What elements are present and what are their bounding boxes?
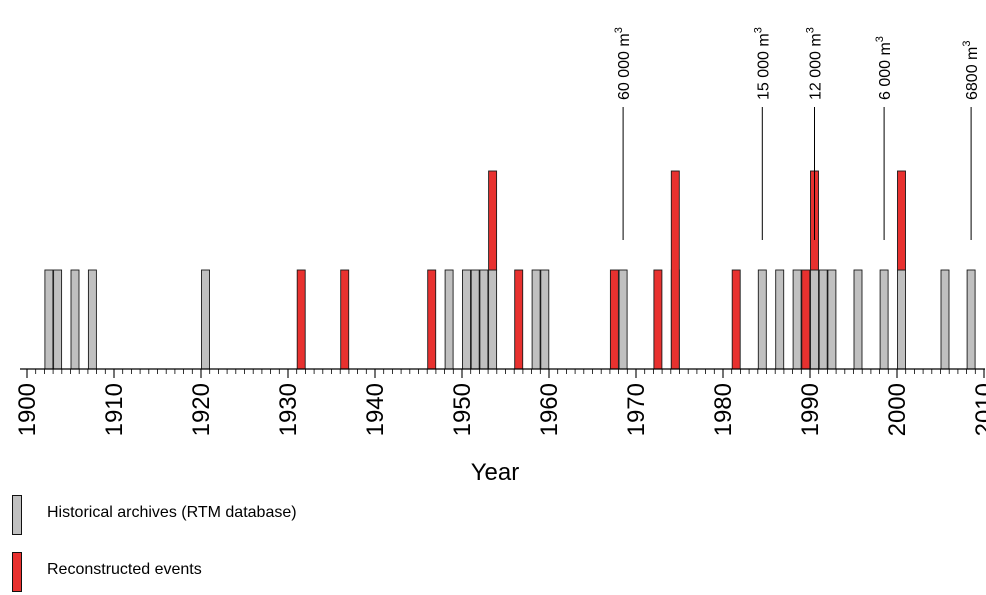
- bar-historical: [70, 269, 80, 370]
- x-tick-label: 1910: [101, 383, 128, 436]
- bar-historical: [531, 269, 541, 370]
- bar-historical: [53, 269, 63, 370]
- annotation-label: 60 000 m3: [613, 27, 633, 100]
- x-tick-label: 1950: [449, 383, 476, 436]
- x-tick-label: 1970: [623, 383, 650, 436]
- legend-swatch-red: [12, 552, 22, 592]
- bar-historical: [810, 269, 819, 370]
- bar-historical: [479, 269, 489, 370]
- bar-reconstructed: [609, 269, 619, 370]
- x-tick-label: 1940: [362, 383, 389, 436]
- x-axis-minor-ticks: [26, 369, 985, 378]
- bar-reconstructed: [514, 269, 524, 370]
- bar-reconstructed: [427, 269, 437, 370]
- bar-reconstructed: [731, 269, 741, 370]
- x-tick-label: 1990: [797, 383, 824, 436]
- bar-historical: [87, 269, 97, 370]
- annotation-label: 12 000 m3: [805, 27, 825, 100]
- bar-historical: [775, 269, 785, 370]
- bar-historical: [818, 269, 828, 370]
- bar-historical: [792, 269, 802, 370]
- bar-reconstructed: [897, 170, 906, 271]
- bar-historical: [618, 269, 628, 370]
- bar-historical: [540, 269, 550, 370]
- bar-historical: [462, 269, 471, 370]
- bar-historical: [897, 269, 906, 370]
- bar-historical: [940, 269, 950, 370]
- bar-historical: [201, 269, 210, 370]
- legend-label: Historical archives (RTM database): [47, 504, 297, 521]
- x-axis-tick-labels: 1900 1910 1920 1930 1940 1950 1960 1970 1980 1990…: [14, 383, 986, 436]
- bar-reconstructed: [488, 170, 498, 271]
- legend-item-reconstructed: Reconstructed events: [12, 552, 432, 592]
- bar-reconstructed: [653, 269, 663, 370]
- x-tick-label: 1960: [536, 383, 563, 436]
- bar-historical: [470, 269, 480, 370]
- bar-historical: [757, 269, 767, 370]
- x-tick-label: 1900: [14, 383, 41, 436]
- bar-historical: [966, 269, 976, 370]
- x-axis-title: Year: [471, 459, 520, 486]
- x-tick-label: 2010: [971, 383, 986, 436]
- bar-reconstructed: [670, 170, 680, 370]
- annotation-label: 6 000 m3: [874, 36, 894, 100]
- volume-annotations: 60 000 m3 15 000 m3 12 000 m3 6 000 m3 6800 …: [613, 27, 981, 240]
- bar-historical: [827, 269, 837, 370]
- bar-historical: [444, 269, 454, 370]
- bar-historical: [488, 269, 498, 370]
- bar-reconstructed: [296, 269, 306, 370]
- x-tick-label: 1980: [710, 383, 737, 436]
- bar-historical: [879, 269, 889, 370]
- annotation-label: 15 000 m3: [752, 27, 772, 100]
- annotation-label: 6800 m3: [961, 41, 981, 101]
- bar-historical: [853, 269, 863, 370]
- legend-item-historical: Historical archives (RTM database): [12, 495, 432, 535]
- bar-historical: [44, 269, 54, 370]
- bars: [44, 170, 976, 370]
- bar-reconstructed: [340, 269, 350, 370]
- x-tick-label: 2000: [884, 383, 911, 436]
- x-tick-label: 1930: [275, 383, 302, 436]
- legend-label: Reconstructed events: [47, 561, 202, 578]
- legend-swatch-gray: [12, 495, 22, 535]
- bar-reconstructed: [801, 269, 811, 370]
- x-tick-label: 1920: [188, 383, 215, 436]
